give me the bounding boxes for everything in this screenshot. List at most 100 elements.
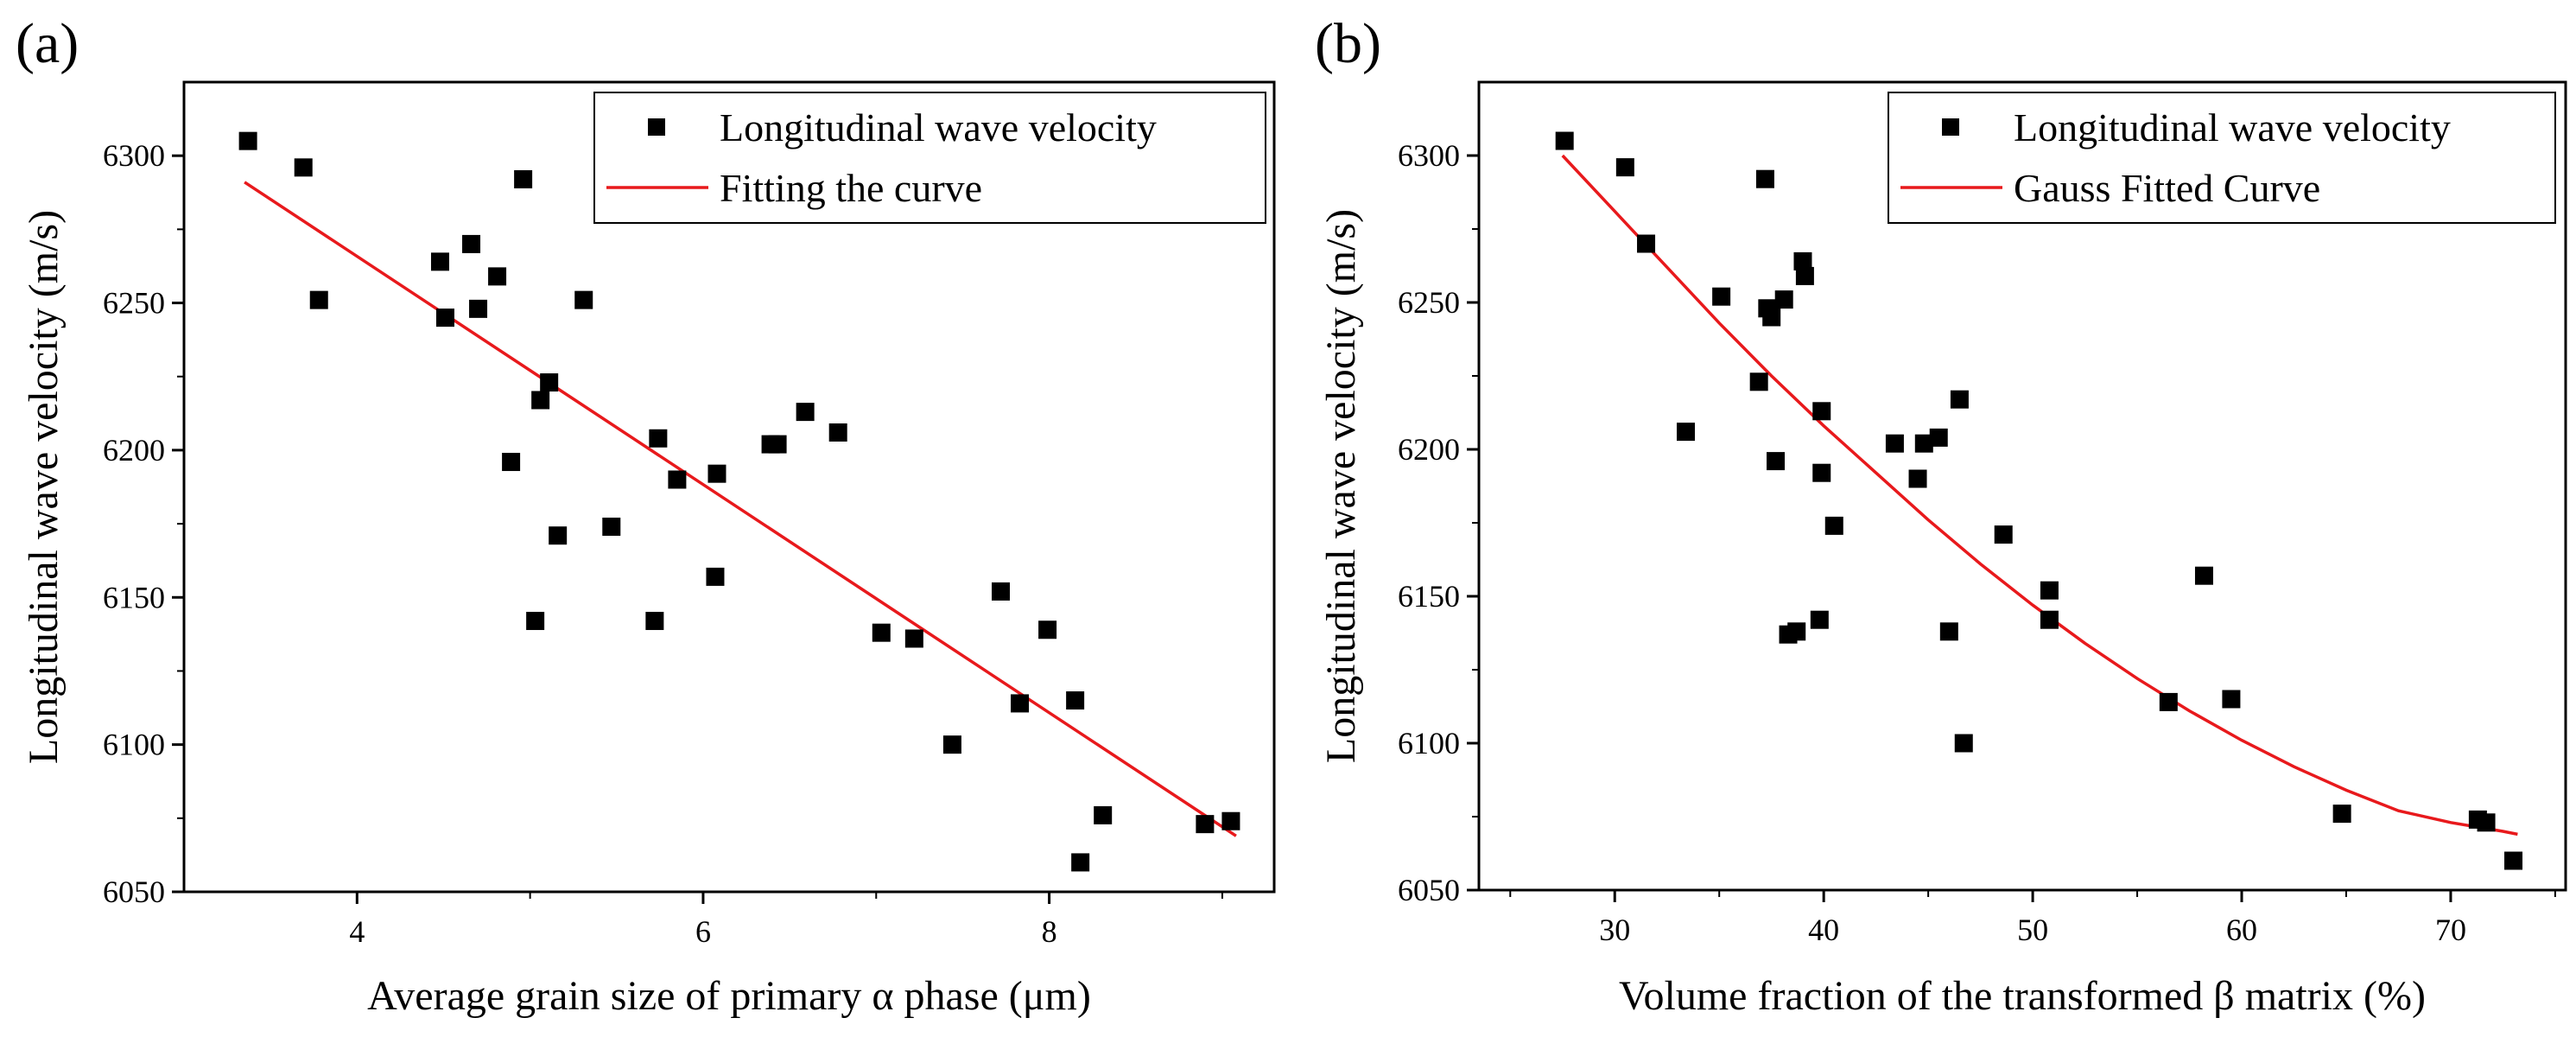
data-point (1762, 308, 1781, 327)
x-axis-title: Average grain size of primary α phase (μ… (367, 973, 1091, 1019)
data-point (1954, 734, 1973, 753)
data-point (2040, 610, 2059, 629)
y-tick-label: 6250 (1398, 285, 1460, 320)
data-point (2159, 692, 2178, 711)
legend-label: Longitudinal wave velocity (2014, 105, 2451, 150)
y-tick-label: 6150 (103, 580, 165, 614)
legend-box (593, 92, 1266, 224)
data-point (1787, 622, 1806, 641)
data-point (942, 735, 961, 754)
x-tick-label: 60 (2226, 913, 2257, 947)
data-point (540, 373, 559, 392)
data-point (1914, 434, 1933, 453)
data-point (1824, 516, 1843, 535)
data-point (574, 290, 593, 309)
data-point (2477, 813, 2496, 832)
data-point (904, 629, 923, 648)
data-point (1071, 853, 1090, 872)
data-point (502, 453, 521, 472)
data-point (435, 309, 454, 328)
plot-frame (1477, 80, 2567, 892)
data-point (1011, 694, 1030, 713)
y-tick-label: 6050 (1398, 873, 1460, 907)
x-tick-label: 50 (2017, 913, 2048, 947)
data-point (531, 391, 550, 410)
data-point (1749, 372, 1768, 391)
panel-b: (b) 6050 6100 6150 6200 6250 6300 30 40 50 60 70 Vol… (1315, 12, 2567, 1019)
data-point (2040, 581, 2059, 600)
data-point (1615, 158, 1634, 177)
fit-line (1561, 154, 2518, 837)
data-point (1712, 287, 1731, 306)
data-point (706, 567, 725, 586)
y-tick-label: 6300 (103, 138, 165, 173)
legend-marker-square (648, 118, 665, 136)
data-point (1637, 234, 1656, 253)
fit-line (244, 181, 1237, 837)
panel-label: (a) (16, 12, 79, 75)
data-point (469, 299, 488, 318)
data-point (1767, 452, 1786, 471)
data-point (1038, 620, 1057, 639)
plot-frame (182, 80, 1276, 894)
legend-label: Longitudinal wave velocity (720, 105, 1157, 150)
data-point (1812, 463, 1831, 482)
data-point (2332, 805, 2351, 824)
data-point (1812, 402, 1831, 421)
data-point (649, 429, 668, 448)
plot-area (238, 131, 1240, 872)
data-point (1094, 805, 1113, 824)
data-point (526, 612, 545, 631)
data-point (1994, 525, 2013, 544)
data-point (1677, 423, 1696, 442)
y-tick-label: 6250 (103, 286, 165, 321)
y-tick-label: 6050 (103, 875, 165, 909)
legend-label: Fitting the curve (720, 166, 982, 210)
y-tick-label: 6100 (103, 728, 165, 762)
data-point (1793, 251, 1812, 270)
x-tick-label: 8 (1042, 914, 1057, 949)
plot-area (1555, 131, 2523, 870)
data-point (991, 582, 1010, 601)
data-point (309, 290, 328, 309)
y-tick-label: 6200 (1398, 432, 1460, 467)
x-tick-label: 4 (349, 914, 365, 949)
x-tick-label: 70 (2435, 913, 2466, 947)
data-point (668, 470, 687, 489)
data-point (872, 623, 891, 642)
data-point (238, 131, 257, 150)
data-point (1221, 811, 1240, 830)
legend: Longitudinal wave velocity Gauss Fitted C… (1888, 92, 2556, 224)
data-point (1950, 390, 1969, 409)
y-tick-label: 6100 (1398, 726, 1460, 760)
data-point (1885, 434, 1904, 453)
data-point (294, 158, 313, 177)
data-point (1196, 815, 1215, 834)
data-point (768, 435, 787, 454)
data-point (1774, 290, 1793, 309)
x-tick-label: 40 (1808, 913, 1839, 947)
data-point (796, 403, 815, 422)
data-point (2194, 566, 2213, 585)
legend: Longitudinal wave velocity Fitting the cu… (593, 92, 1266, 224)
x-tick-label: 30 (1599, 913, 1630, 947)
legend-box (1888, 92, 2556, 224)
y-tick-label: 6150 (1398, 579, 1460, 614)
data-point (1810, 610, 1829, 629)
data-point (430, 252, 449, 271)
data-point (1908, 469, 1927, 488)
data-point (645, 612, 664, 631)
legend-label: Gauss Fitted Curve (2014, 166, 2320, 210)
data-point (828, 423, 847, 442)
data-point (549, 526, 568, 545)
data-point (1066, 691, 1085, 710)
legend-marker-square (1942, 118, 1959, 136)
y-tick-label: 6300 (1398, 138, 1460, 173)
data-point (1929, 428, 1948, 447)
data-point (514, 169, 533, 188)
data-point (462, 234, 481, 253)
panel-label: (b) (1315, 12, 1381, 75)
y-axis-title: Longitudinal wave velocity (m/s) (21, 210, 67, 764)
data-point (2504, 851, 2523, 870)
